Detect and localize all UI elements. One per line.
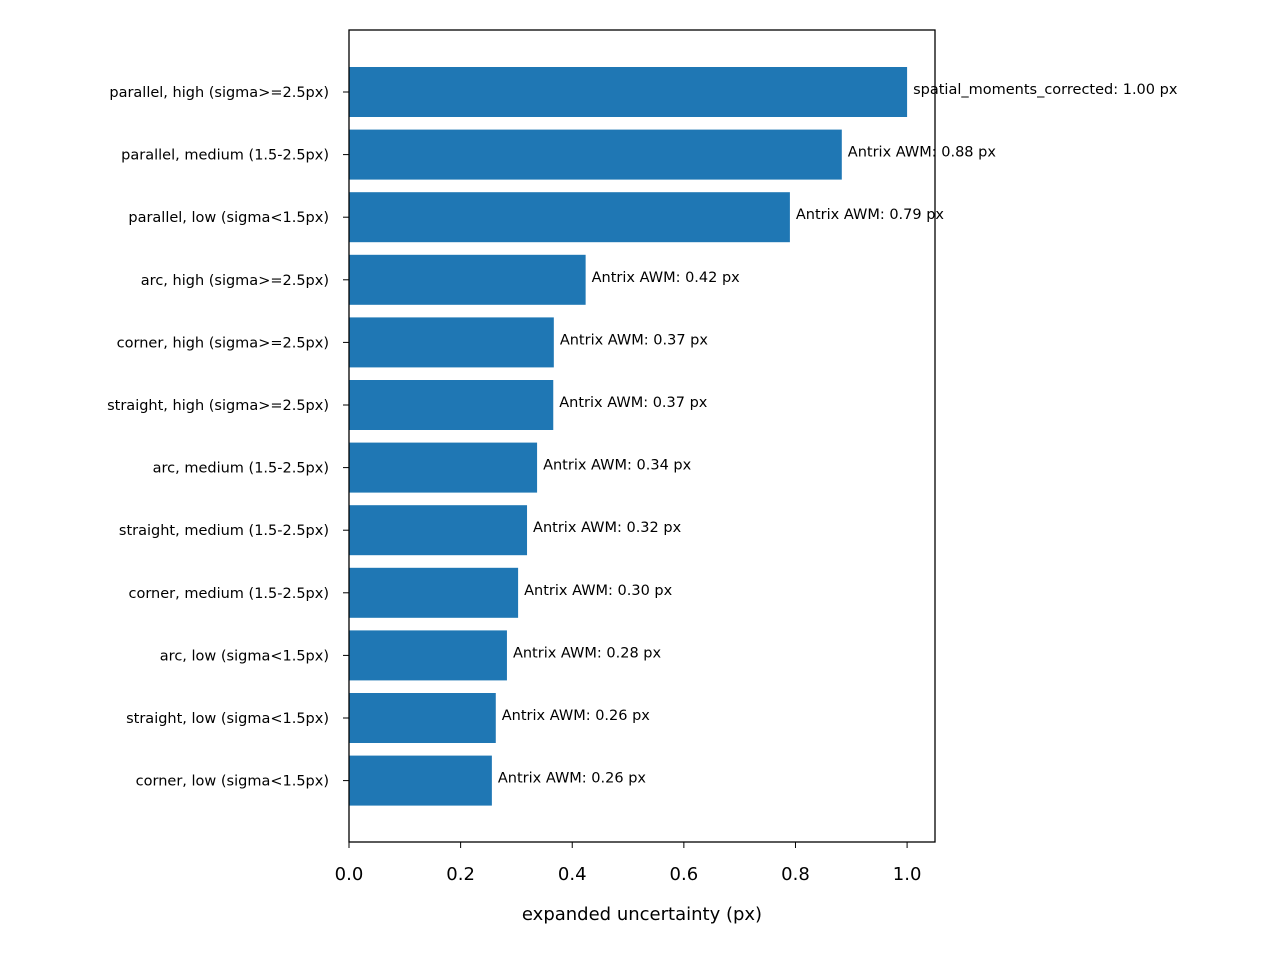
- bar: [349, 693, 496, 743]
- x-tick-label: 0.0: [335, 864, 364, 885]
- bar: [349, 567, 519, 618]
- y-tick-label: straight, medium (1.5-2.5px): [119, 523, 329, 539]
- y-tick-label: corner, medium (1.5-2.5px): [129, 586, 330, 602]
- y-tick-label: corner, low (sigma<1.5px): [136, 774, 329, 790]
- bar: [349, 129, 842, 180]
- y-tick-label: arc, medium (1.5-2.5px): [153, 461, 329, 477]
- value-label: Antrix AWM: 0.37 px: [559, 395, 708, 411]
- x-tick-label: 0.8: [781, 864, 810, 885]
- value-label: Antrix AWM: 0.88 px: [848, 145, 997, 161]
- x-tick-label: 0.4: [558, 864, 587, 885]
- x-tick-label: 0.6: [670, 864, 699, 885]
- bar: [349, 192, 790, 243]
- value-label: spatial_moments_corrected: 1.00 px: [913, 82, 1178, 98]
- bar: [349, 254, 586, 305]
- value-label: Antrix AWM: 0.32 px: [533, 520, 682, 536]
- y-tick-label: parallel, high (sigma>=2.5px): [109, 85, 329, 101]
- y-tick-label: straight, low (sigma<1.5px): [126, 711, 329, 727]
- bar: [349, 505, 528, 556]
- bar: [349, 630, 507, 681]
- y-tick-label: corner, high (sigma>=2.5px): [117, 335, 329, 351]
- bar: [349, 755, 492, 806]
- x-axis-label: expanded uncertainty (px): [522, 904, 762, 925]
- y-tick-label: arc, low (sigma<1.5px): [160, 648, 329, 664]
- y-tick-label: straight, high (sigma>=2.5px): [107, 398, 329, 414]
- value-label: Antrix AWM: 0.26 px: [498, 771, 647, 787]
- bar: [349, 442, 538, 493]
- bar: [349, 67, 908, 117]
- bar: [349, 317, 554, 368]
- value-label: Antrix AWM: 0.34 px: [543, 458, 692, 474]
- value-label: Antrix AWM: 0.79 px: [796, 207, 945, 223]
- value-label: Antrix AWM: 0.37 px: [560, 332, 709, 348]
- y-tick-label: parallel, medium (1.5-2.5px): [121, 148, 329, 164]
- x-tick-label: 0.2: [446, 864, 475, 885]
- x-tick-label: 1.0: [893, 864, 922, 885]
- plot-frame: [348, 29, 936, 843]
- value-label: Antrix AWM: 0.28 px: [513, 645, 662, 661]
- value-label: Antrix AWM: 0.30 px: [524, 583, 673, 599]
- y-tick-label: arc, high (sigma>=2.5px): [141, 273, 329, 289]
- value-label: Antrix AWM: 0.42 px: [592, 270, 741, 286]
- bar: [349, 380, 554, 430]
- y-tick-label: parallel, low (sigma<1.5px): [128, 210, 329, 226]
- value-label: Antrix AWM: 0.26 px: [502, 708, 651, 724]
